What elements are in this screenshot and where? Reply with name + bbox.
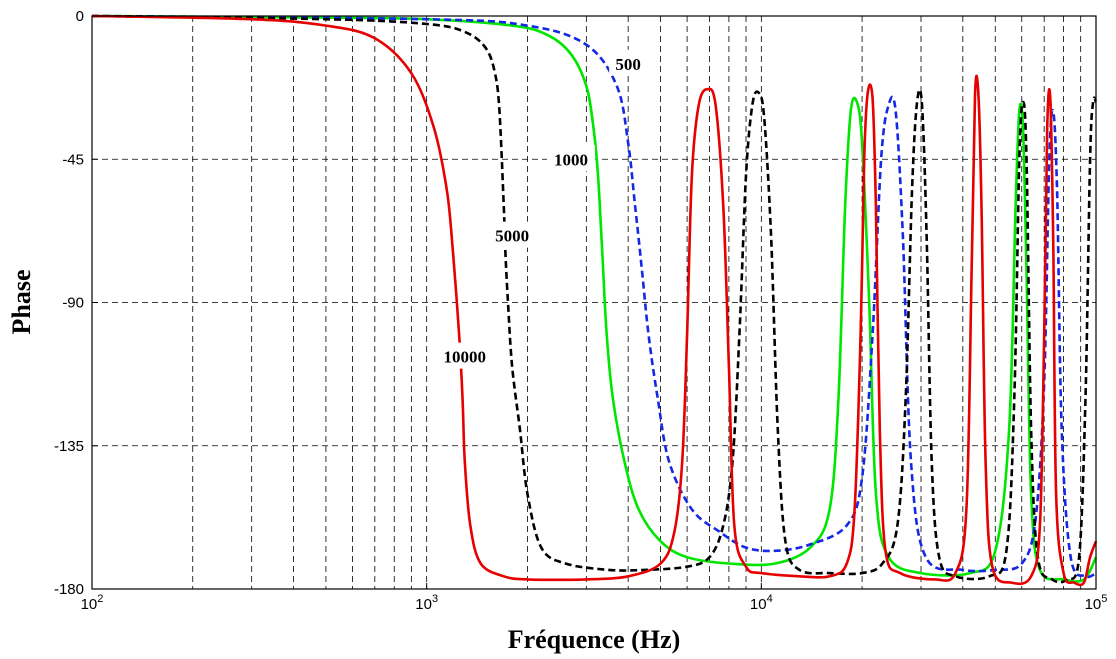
y-tick-label: -180 [54, 581, 84, 598]
grid-lines [92, 16, 1096, 589]
y-tick-label: -90 [62, 295, 84, 312]
curve-label-1000: 1000 [554, 150, 588, 169]
series-line-10000 [91, 14, 1098, 587]
series-lines [91, 14, 1098, 587]
x-tick-label: 104 [750, 593, 773, 613]
curve-label-bg [609, 49, 648, 76]
curve-label-bg [435, 342, 494, 369]
curve-label-10000: 10000 [444, 348, 487, 367]
y-axis-title: Phase [7, 270, 36, 335]
curve-label-bg [547, 145, 596, 172]
curve-label-bg [488, 221, 537, 248]
x-tick-label: 105 [1085, 593, 1108, 613]
series-line-500 [91, 14, 1097, 579]
x-tick-label: 103 [415, 593, 438, 613]
y-tick-labels: 0 -45 -90 -135 -180 [54, 8, 98, 598]
x-tick-label: 102 [81, 593, 104, 613]
curve-label-500: 500 [615, 55, 641, 74]
series-line-1000 [91, 14, 1098, 583]
y-tick-label: -135 [54, 438, 84, 455]
y-tick-label: 0 [76, 8, 84, 25]
series-line-5000 [91, 14, 1098, 584]
curve-label-5000: 5000 [495, 227, 529, 246]
y-tick-label: -45 [62, 151, 84, 168]
curve-labels: 10000 5000 1000 500 [435, 49, 648, 369]
x-tick-labels: 102 103 104 105 [81, 583, 1108, 613]
x-axis-title: Fréquence (Hz) [508, 625, 681, 654]
plot-frame [91, 15, 1097, 590]
